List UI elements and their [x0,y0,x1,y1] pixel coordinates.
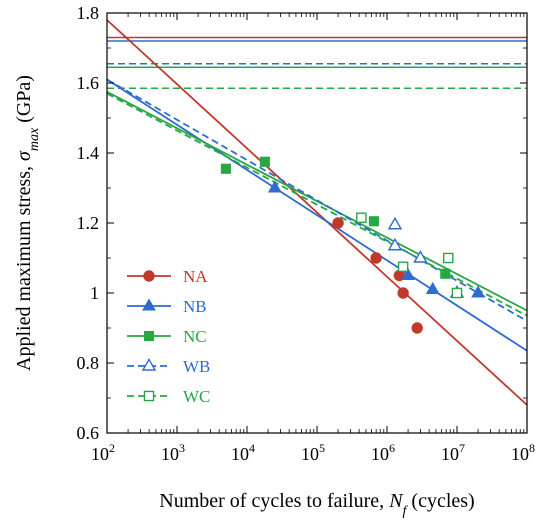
point-wc [397,261,409,273]
fit-lines [106,19,528,406]
y-tick-label: 1 [90,283,99,303]
legend-label-nc: NC [183,327,207,346]
point-wc [451,287,463,299]
y-tick-label: 1.4 [77,143,100,163]
y-axis-title: Applied maximum stress, σmax (GPa) [13,75,42,371]
point-nb [425,281,440,295]
legend-item-nc: NC [127,327,207,346]
plot-area [107,13,527,433]
point-nc [368,216,379,227]
x-axis-title: Number of cycles to failure, Nf (cycles) [159,490,474,519]
x-tick-label: 106 [371,441,395,464]
legend-marker-nb [142,298,156,311]
fit-line-wc [106,92,528,317]
point-nb [401,267,415,281]
x-tick-labels: 102 103 104 105 106 107 108 [91,441,535,464]
legend-marker-na [143,270,155,282]
fit-line-nb [106,78,528,352]
y-tick-label: 1.6 [77,73,100,93]
point-wc [443,252,454,264]
legend-marker-nc [143,330,155,342]
data-markers [220,156,485,334]
fit-line-na [106,19,528,406]
y-tick-label: 1.8 [77,3,100,23]
point-wc [356,212,367,223]
axis-ticks [106,12,528,434]
y-tick-label: 0.6 [77,423,100,443]
legend-marker-wb [141,358,157,371]
x-tick-label: 108 [511,441,535,464]
x-tick-label: 105 [301,441,325,464]
y-tick-label: 1.2 [77,213,100,233]
legend-label-wb: WB [183,357,210,376]
point-wb [387,216,403,230]
fit-line-wb [106,78,528,322]
legend-item-wc: WC [127,387,210,406]
x-tick-label: 102 [91,441,115,464]
point-wb [413,250,428,263]
legend-item-na: NA [127,267,208,286]
legend-label-wc: WC [183,387,210,406]
point-nc [259,156,270,167]
y-tick-label: 0.8 [77,353,100,373]
point-na [370,252,382,264]
legend-label-nb: NB [183,297,207,316]
uts-lines [107,36,527,90]
legend: NA NB NC WB WC [127,267,210,406]
point-nb [471,285,485,298]
point-wb [387,237,403,251]
point-nc [440,268,451,279]
legend-item-wb: WB [127,357,210,376]
point-na [411,322,423,334]
x-tick-label: 104 [231,441,255,464]
legend-item-nb: NB [127,297,207,316]
point-nc [220,163,231,174]
x-tick-label: 103 [161,441,185,464]
x-tick-label: 107 [441,441,465,464]
point-na [397,287,409,299]
legend-label-na: NA [183,267,208,286]
y-tick-labels: 0.6 0.8 1 1.2 1.4 1.6 1.8 [77,3,100,443]
legend-marker-wc [143,390,155,402]
point-nb [267,180,282,193]
point-na [332,217,344,229]
